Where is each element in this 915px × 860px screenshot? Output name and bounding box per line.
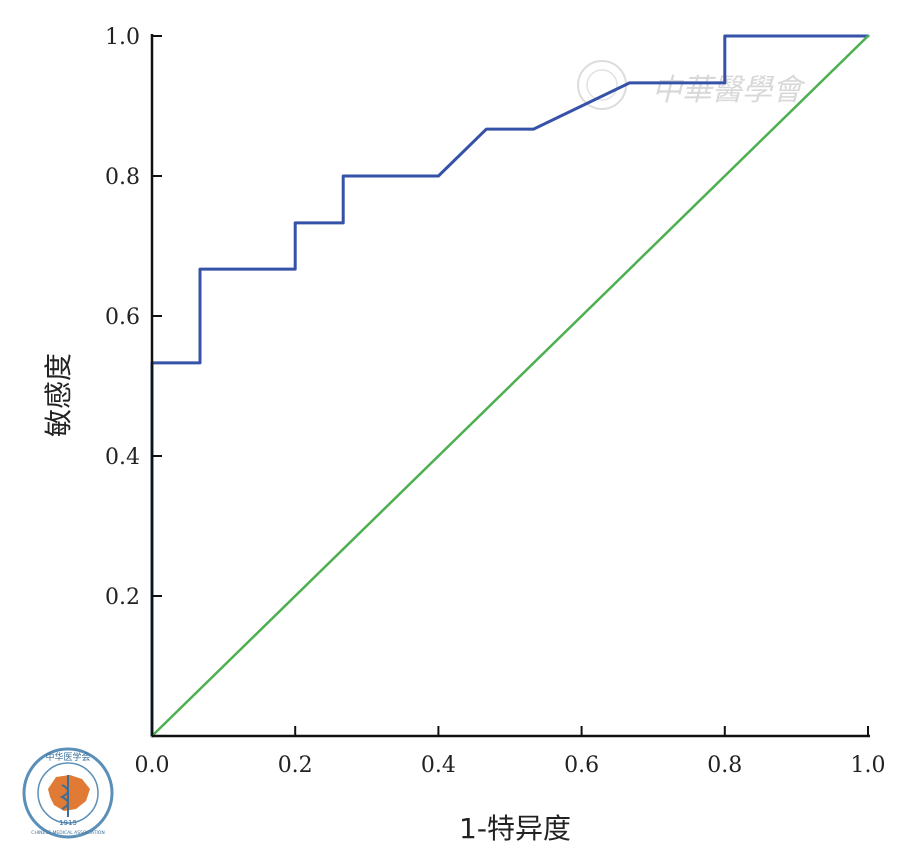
- x-tick-label: 0.0: [135, 753, 170, 778]
- x-tick-label: 0.6: [564, 753, 599, 778]
- x-tick-label: 1.0: [851, 753, 886, 778]
- axes: 0.0 0.2 0.4 0.6 0.8 1.0 0.2 0.4 0.6 0.8 1.0: [105, 25, 886, 778]
- watermark-seal-icon: [577, 60, 627, 110]
- y-tick-label: 0.4: [105, 445, 140, 470]
- x-tick-label: 0.2: [278, 753, 313, 778]
- y-axis-title: 敏感度: [42, 353, 75, 437]
- x-tick-label: 0.4: [421, 753, 456, 778]
- y-tick-label: 0.2: [105, 585, 140, 610]
- x-tick-label: 0.8: [707, 753, 742, 778]
- logo-text: 中华医学会: [45, 751, 90, 763]
- association-logo: 中华医学会 1915 CHINESE MEDICAL ASSOCIATION: [22, 747, 114, 839]
- roc-curve-line: [150, 34, 870, 738]
- reference-diagonal-line: [150, 34, 870, 738]
- logo-english: CHINESE MEDICAL ASSOCIATION: [31, 830, 104, 836]
- logo-year: 1915: [59, 819, 77, 827]
- watermark: 中華醫學會: [577, 60, 806, 110]
- plot-area: [150, 34, 870, 738]
- y-tick-label: 0.6: [105, 305, 140, 330]
- x-axis-title: 1-特异度: [459, 812, 571, 845]
- y-tick-label: 1.0: [105, 25, 140, 50]
- y-tick-label: 0.8: [105, 165, 140, 190]
- watermark-text: 中華醫學會: [652, 73, 806, 108]
- caduceus-icon: [59, 775, 69, 817]
